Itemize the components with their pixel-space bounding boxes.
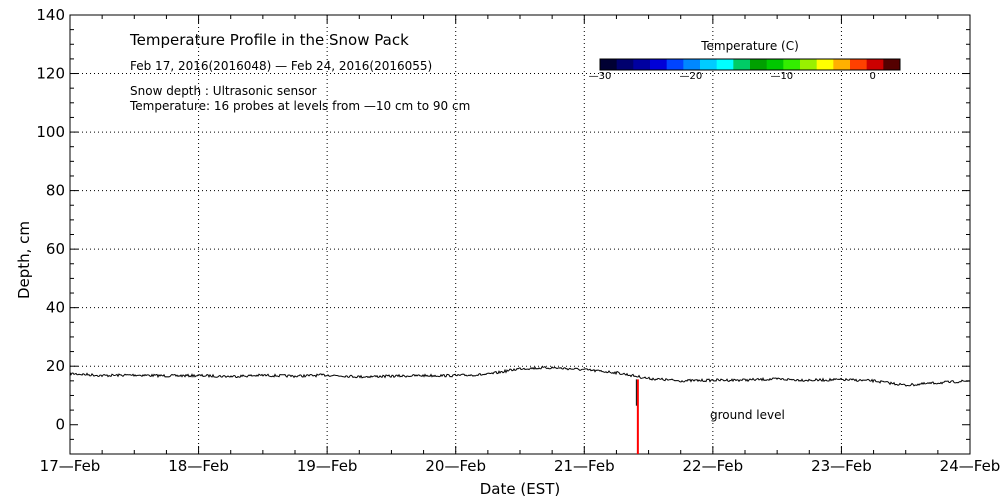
colorbar-swatch (866, 59, 884, 70)
y-tick-label: 0 (55, 416, 65, 434)
colorbar-swatch (600, 59, 618, 70)
colorbar-tick-label: —10 (770, 71, 793, 82)
x-tick-label: 17—Feb (40, 457, 101, 475)
note-temperature: Temperature: 16 probes at levels from —1… (129, 99, 470, 113)
y-tick-labels: 0 20 40 60 80 100 120 140 (36, 6, 65, 434)
y-axis-label: Depth, cm (15, 221, 33, 299)
colorbar-swatch (733, 59, 751, 70)
colorbar-swatch (850, 59, 868, 70)
colorbar-ticks: —30 —20 —10 0 (589, 71, 876, 82)
colorbar-swatch (816, 59, 834, 70)
snow-depth-series (69, 365, 971, 387)
colorbar-swatch (800, 59, 818, 70)
colorbar (599, 58, 901, 71)
colorbar-swatch (683, 59, 701, 70)
colorbar-swatch (716, 59, 734, 70)
colorbar-tick-label: —20 (680, 71, 703, 82)
chart-subtitle: Feb 17, 2016(2016048) — Feb 24, 2016(201… (130, 59, 432, 73)
x-tick-label: 20—Feb (425, 457, 486, 475)
colorbar-swatch (650, 59, 668, 70)
colorbar-tick-label: —30 (589, 71, 612, 82)
colorbar-swatch (666, 59, 684, 70)
plot-frame (69, 14, 971, 455)
colorbar-swatch (833, 59, 851, 70)
colorbar-swatch (700, 59, 718, 70)
note-snow-depth: Snow depth : Ultrasonic sensor (130, 84, 317, 98)
x-tick-label: 18—Feb (168, 457, 229, 475)
x-tick-label: 24—Feb (940, 457, 1000, 475)
x-tick-label: 19—Feb (297, 457, 358, 475)
y-tick-label: 120 (36, 65, 65, 83)
y-tick-label: 60 (46, 240, 65, 258)
grid (70, 15, 970, 454)
y-tick-label: 40 (46, 299, 65, 317)
y-tick-label: 80 (46, 182, 65, 200)
colorbar-swatch (883, 59, 901, 70)
colorbar-border (599, 58, 901, 71)
ground-level-label: ground level (710, 408, 785, 422)
y-tick-label: 20 (46, 357, 65, 375)
colorbar-swatch (766, 59, 784, 70)
colorbar-tick-label: 0 (870, 71, 876, 82)
colorbar-swatch (633, 59, 651, 70)
x-axis-label: Date (EST) (480, 480, 561, 498)
y-tick-label: 100 (36, 123, 65, 141)
chart-title: Temperature Profile in the Snow Pack (129, 31, 409, 49)
y-tick-label: 140 (36, 6, 65, 24)
x-tick-label: 23—Feb (811, 457, 872, 475)
colorbar-title: Temperature (C) (700, 39, 799, 53)
colorbar-swatch (783, 59, 801, 70)
colorbar-swatch (750, 59, 768, 70)
x-tick-label: 21—Feb (554, 457, 615, 475)
x-tick-labels: 17—Feb 18—Feb 19—Feb 20—Feb 21—Feb 22—Feb 23—F… (40, 457, 1000, 475)
x-tick-label: 22—Feb (683, 457, 744, 475)
colorbar-swatch (616, 59, 634, 70)
axis-ticks (70, 15, 970, 455)
